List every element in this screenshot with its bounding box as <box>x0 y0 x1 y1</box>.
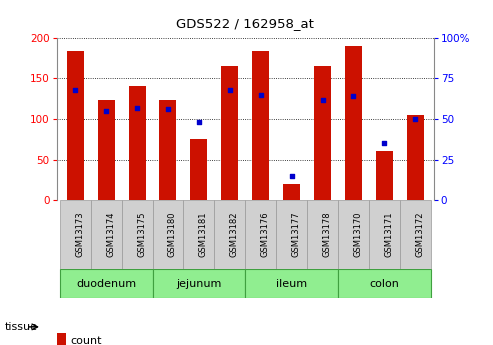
Bar <box>369 200 400 269</box>
Bar <box>152 200 183 269</box>
Text: colon: colon <box>369 279 399 289</box>
Bar <box>60 269 152 298</box>
Bar <box>122 200 152 269</box>
Text: duodenum: duodenum <box>76 279 136 289</box>
Text: GSM13181: GSM13181 <box>199 212 208 257</box>
Bar <box>67 51 84 200</box>
Text: GSM13172: GSM13172 <box>415 212 424 257</box>
Text: GSM13170: GSM13170 <box>353 212 362 257</box>
Bar <box>400 200 431 269</box>
Bar <box>98 100 115 200</box>
Bar <box>57 333 66 345</box>
Bar <box>307 200 338 269</box>
Point <box>411 116 419 122</box>
Bar <box>152 269 246 298</box>
Bar <box>159 100 176 200</box>
Text: GDS522 / 162958_at: GDS522 / 162958_at <box>176 17 314 30</box>
Text: GSM13173: GSM13173 <box>75 212 84 257</box>
Bar <box>276 200 307 269</box>
Bar <box>91 200 122 269</box>
Bar <box>183 200 214 269</box>
Text: GSM13182: GSM13182 <box>230 212 239 257</box>
Point <box>350 93 357 99</box>
Bar <box>252 51 269 200</box>
Text: jejunum: jejunum <box>176 279 221 289</box>
Bar <box>245 269 338 298</box>
Bar <box>376 151 393 200</box>
Text: GSM13176: GSM13176 <box>261 212 270 257</box>
Point <box>195 119 203 125</box>
Text: GSM13174: GSM13174 <box>106 212 115 257</box>
Bar <box>60 200 91 269</box>
Point <box>71 87 79 92</box>
Bar <box>245 200 276 269</box>
Bar <box>221 66 238 200</box>
Text: tissue: tissue <box>5 322 38 332</box>
Bar <box>345 46 362 200</box>
Bar <box>190 139 208 200</box>
Bar <box>129 86 145 200</box>
Point <box>288 173 296 178</box>
Point <box>164 107 172 112</box>
Text: GSM13177: GSM13177 <box>292 212 301 257</box>
Text: count: count <box>70 336 102 345</box>
Bar <box>283 184 300 200</box>
Point <box>133 105 141 110</box>
Bar <box>338 269 431 298</box>
Text: GSM13180: GSM13180 <box>168 212 177 257</box>
Text: GSM13171: GSM13171 <box>385 212 393 257</box>
Bar <box>214 200 245 269</box>
Text: ileum: ileum <box>276 279 307 289</box>
Bar <box>314 66 331 200</box>
Text: GSM13178: GSM13178 <box>322 212 332 257</box>
Point <box>226 87 234 92</box>
Bar <box>407 115 424 200</box>
Point <box>102 108 110 114</box>
Point <box>381 140 388 146</box>
Point <box>318 97 326 102</box>
Point <box>257 92 265 97</box>
Text: GSM13175: GSM13175 <box>137 212 146 257</box>
Bar <box>338 200 369 269</box>
